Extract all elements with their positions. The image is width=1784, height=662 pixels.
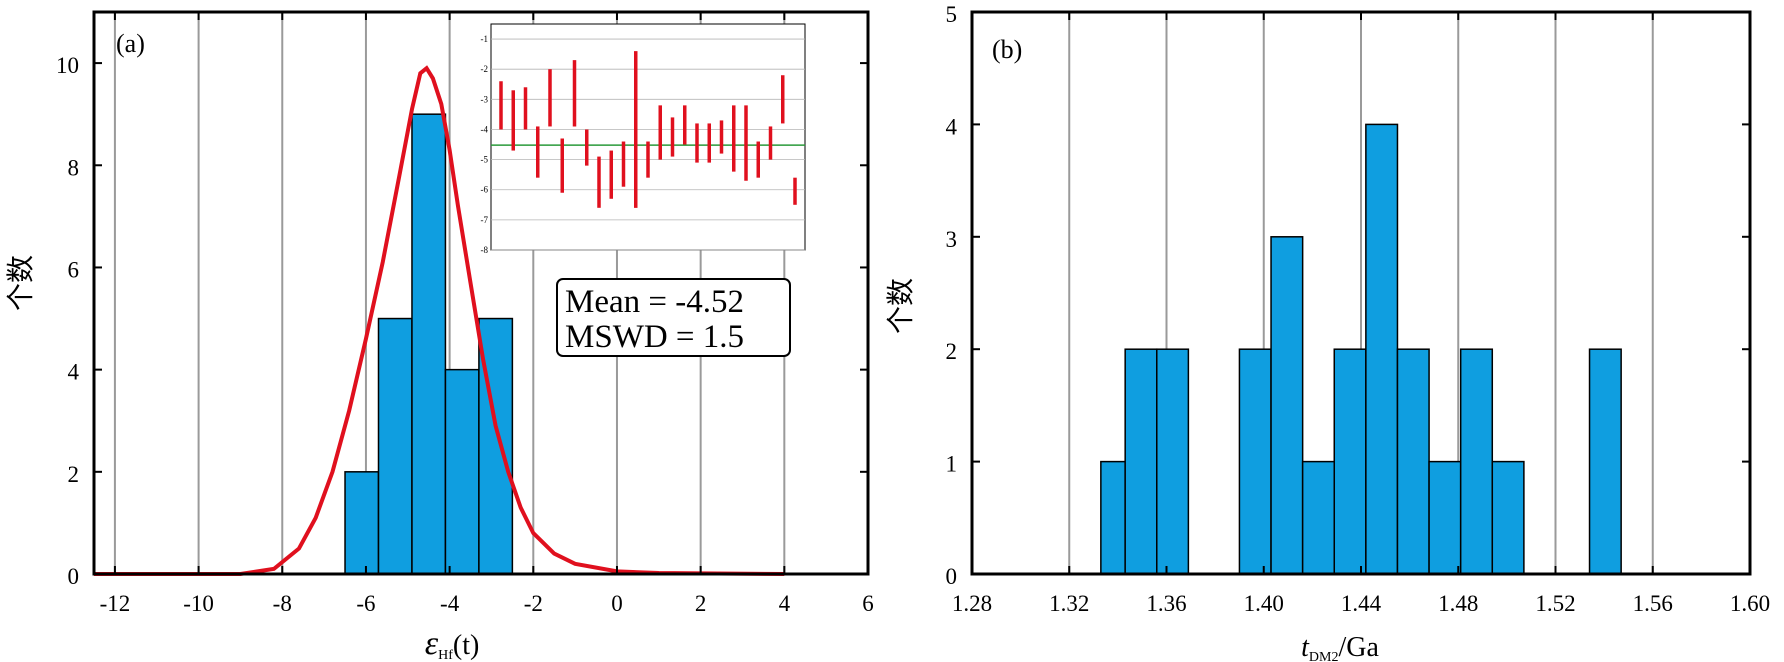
panel-a: -12 -10 -8 -6 -4 -2 0 2 4 6 0 2 4 6 8 10 (a) εHf(t) 个数…	[5, 10, 874, 662]
histogram-bar	[1156, 348, 1190, 575]
histogram-bar	[1100, 460, 1126, 575]
y-tick-label: 6	[68, 257, 80, 282]
x-tick-label: 1.56	[1633, 591, 1673, 616]
panel-b-label: (b)	[992, 35, 1022, 64]
x-tick-label: -4	[440, 591, 460, 616]
panel-b-y-title: 个数	[885, 278, 917, 334]
panel-b-x-title-main: t	[1301, 632, 1310, 662]
inset-tick-label: -6	[481, 185, 489, 195]
panel-b-x-title: tDM2/Ga	[1301, 632, 1379, 662]
panel-a-label: (a)	[116, 29, 145, 58]
y-tick-label: 10	[56, 53, 79, 78]
histogram-bar	[344, 471, 380, 575]
panel-a-x-title-suffix: (t)	[453, 630, 479, 661]
x-tick-label: 1.60	[1730, 591, 1770, 616]
inset-tick-label: -3	[481, 94, 489, 104]
x-tick-label: 1.40	[1244, 591, 1284, 616]
y-tick-label: 0	[946, 564, 958, 589]
inset-tick-label: -8	[481, 245, 489, 255]
histogram-bar	[1588, 348, 1622, 575]
histogram-bar	[1124, 348, 1158, 575]
stats-box: Mean = -4.52 MSWD = 1.5	[556, 278, 791, 357]
panel-a-x-title: εHf(t)	[425, 625, 480, 662]
x-tick-label: -2	[524, 591, 543, 616]
x-tick-label: 1.52	[1535, 591, 1575, 616]
x-tick-label: 1.36	[1146, 591, 1186, 616]
x-tick-label: -10	[183, 591, 214, 616]
panel-a-x-title-main: ε	[425, 625, 439, 662]
panel-a-y-title: 个数	[5, 255, 37, 311]
x-tick-label: -12	[100, 591, 131, 616]
x-tick-label: -8	[273, 591, 292, 616]
stats-mswd: MSWD = 1.5	[565, 319, 744, 355]
density-curve	[94, 65, 785, 576]
x-tick-label: 2	[695, 591, 707, 616]
histogram-bar	[1270, 236, 1304, 575]
histogram-bar	[1396, 348, 1430, 575]
inset-tick-label: -1	[481, 34, 489, 44]
inset-tick-label: -4	[481, 124, 489, 134]
y-tick-label: 3	[946, 227, 958, 252]
histogram-bar	[1491, 460, 1525, 575]
x-tick-label: 1.44	[1341, 591, 1382, 616]
y-tick-label: 4	[68, 360, 80, 385]
y-tick-label: 5	[946, 2, 958, 27]
y-tick-label: 2	[68, 462, 80, 487]
panel-b-bars	[1100, 123, 1622, 575]
inset-frame	[490, 23, 806, 251]
inset-grid	[491, 38, 805, 251]
inset-error-plot: -1 -2 -3 -4 -5 -6 -7 -8	[481, 23, 806, 255]
stats-box-frame	[556, 278, 791, 357]
panel-b: 1.28 1.32 1.36 1.40 1.44 1.48 1.52 1.56 1.60 0 1 2…	[885, 2, 1770, 662]
stats-mean: Mean = -4.52	[565, 284, 744, 320]
histogram-bar	[411, 113, 447, 575]
x-tick-label: 0	[611, 591, 623, 616]
histogram-bar	[1333, 348, 1367, 575]
y-tick-label: 1	[946, 452, 958, 477]
panel-b-x-title-suffix: /Ga	[1338, 632, 1379, 662]
panel-b-y-ticks: 0 1 2 3 4 5	[946, 2, 1750, 589]
x-tick-label: 1.28	[952, 591, 992, 616]
x-tick-label: 4	[779, 591, 791, 616]
panel-b-x-title-sub: DM2	[1309, 650, 1339, 662]
panel-b-x-ticks: 1.28 1.32 1.36 1.40 1.44 1.48 1.52 1.56 1.60	[952, 12, 1770, 616]
histogram-bar	[1459, 348, 1494, 575]
histogram-bar	[1365, 123, 1399, 575]
inset-y-ticks: -1 -2 -3 -4 -5 -6 -7 -8	[481, 34, 489, 255]
inset-error-bars	[499, 51, 797, 208]
x-tick-label: 1.48	[1438, 591, 1478, 616]
y-tick-label: 0	[68, 564, 80, 589]
y-tick-label: 8	[68, 155, 80, 180]
histogram-bar	[444, 368, 480, 575]
panel-a-x-title-sub: Hf	[438, 648, 453, 662]
panel-a-x-ticks: -12 -10 -8 -6 -4 -2 0 2 4 6	[100, 12, 874, 616]
x-tick-label: -6	[356, 591, 375, 616]
histogram-bar	[1428, 460, 1462, 575]
x-tick-label: 1.32	[1049, 591, 1089, 616]
histogram-bar	[1238, 348, 1272, 575]
inset-tick-label: -7	[481, 215, 489, 225]
panel-a-frame	[92, 10, 870, 576]
y-tick-label: 2	[946, 339, 958, 364]
panel-a-y-ticks: 0 2 4 6 8 10	[56, 53, 868, 589]
histogram-bar	[1301, 460, 1336, 575]
panel-a-bars	[344, 113, 514, 575]
x-tick-label: 6	[862, 591, 874, 616]
inset-tick-label: -5	[481, 155, 489, 165]
y-tick-label: 4	[946, 114, 958, 139]
histogram-bar	[377, 317, 413, 575]
inset-tick-label: -2	[481, 64, 489, 74]
